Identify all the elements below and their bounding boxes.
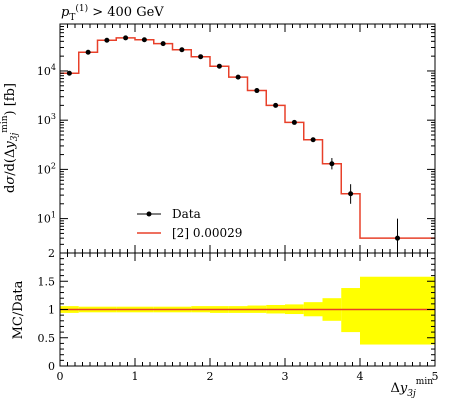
main-y-tick-label: 103 <box>37 112 56 127</box>
main-y-tick-label: 102 <box>37 161 56 176</box>
main-y-axis-label: dσ/d(Δy3jmin) [fb] <box>0 83 20 193</box>
data-point <box>291 119 297 125</box>
ratio-uncertainty-band <box>360 276 435 345</box>
data-point <box>198 54 204 60</box>
ratio-panel: 0 1 2 3 4 5 0 0.5 1 1.5 2 MC/Data Δy3jmin <box>11 247 439 399</box>
data-point <box>348 191 354 197</box>
legend-label-data: Data <box>172 207 201 221</box>
ratio-y-tick-label: 0 <box>48 360 55 373</box>
ratio-y-tick-label: 1.5 <box>38 275 56 288</box>
data-point <box>179 47 185 53</box>
legend-data-marker <box>146 211 152 217</box>
ratio-y-tick-label: 1 <box>48 304 55 317</box>
main-y-tick-label: 104 <box>37 63 56 78</box>
data-point <box>160 41 166 47</box>
mc-step-line <box>60 37 435 239</box>
x-tick-label: 5 <box>432 370 439 383</box>
data-point <box>329 161 335 167</box>
x-tick-label: 3 <box>282 370 289 383</box>
data-point <box>123 35 129 41</box>
main-y-tick-label: 101 <box>37 211 56 226</box>
ratio-y-tick-label: 0.5 <box>38 332 56 345</box>
x-tick-label: 2 <box>207 370 214 383</box>
data-point <box>66 70 72 76</box>
data-point <box>104 37 110 43</box>
data-point <box>310 137 316 143</box>
main-ticks: 101 102 103 104 <box>37 23 436 254</box>
ratio-ticks: 0 1 2 3 4 5 0 0.5 1 1.5 2 <box>38 247 439 383</box>
data-point <box>254 88 260 94</box>
x-tick-label: 0 <box>57 370 64 383</box>
main-panel-frame <box>59 23 436 254</box>
data-point <box>395 235 400 241</box>
x-tick-label: 1 <box>132 370 139 383</box>
ratio-plot-area <box>60 276 435 345</box>
legend-label-mc: [2] 0.00029 <box>172 226 242 240</box>
ratio-y-tick-label: 2 <box>48 247 55 260</box>
ratio-y-axis-label: MC/Data <box>11 280 26 339</box>
data-point <box>141 37 147 43</box>
x-tick-label: 4 <box>357 370 364 383</box>
main-plot-area <box>60 35 435 253</box>
x-axis-label: Δy3jmin <box>391 377 434 399</box>
data-point <box>235 74 241 80</box>
legend: Data [2] 0.00029 <box>137 207 242 240</box>
data-point <box>85 49 91 55</box>
cut-annotation: pT(1) > 400 GeV <box>61 3 164 23</box>
data-point <box>216 63 222 69</box>
data-point <box>273 102 279 108</box>
main-panel: 101 102 103 104 dσ/d(Δy3jmin) [fb] <box>0 23 436 254</box>
